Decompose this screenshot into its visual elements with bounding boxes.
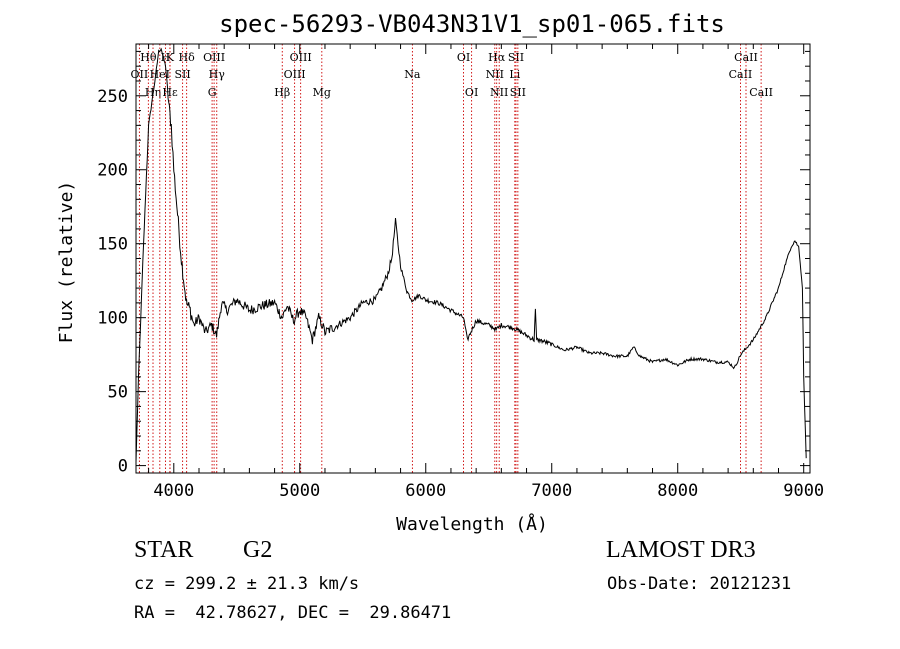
line-marker-label: SII — [510, 86, 526, 99]
line-marker-label: Na — [404, 68, 421, 81]
line-marker-label: Hδ — [179, 51, 196, 64]
object-class: STAR — [134, 537, 194, 563]
y-axis-label: Flux (relative) — [56, 181, 77, 344]
line-marker-label: Mg — [313, 86, 331, 99]
x-axis-label: Wavelength (Å) — [396, 513, 548, 535]
line-marker-label: HeI — [150, 68, 170, 81]
x-tick-label: 4000 — [153, 481, 194, 501]
spectrum-series — [135, 47, 807, 463]
axis-ticks: 4000 5000 6000 7000 8000 9000 0 50 100 150 200 250 — [97, 44, 824, 501]
line-marker-label: OIII — [290, 51, 312, 64]
line-marker-label: CaII — [749, 86, 773, 99]
line-marker-label: NII — [486, 68, 504, 81]
line-marker-label: Hβ — [274, 86, 290, 99]
redshift-text: cz = 299.2 ± 21.3 km/s — [134, 574, 360, 594]
y-tick-label: 100 — [97, 309, 128, 329]
line-marker-label: CaII — [734, 51, 758, 64]
line-marker-label: Hα — [488, 51, 506, 64]
line-marker-label: Hθ — [140, 51, 157, 64]
obs-date: Obs-Date: 20121231 — [607, 574, 792, 594]
x-tick-label: 9000 — [783, 481, 824, 501]
line-marker-label: Hε — [162, 86, 178, 99]
line-marker-label: SII — [508, 51, 524, 64]
line-marker-label: OIII — [284, 68, 306, 81]
y-tick-label: 250 — [97, 87, 128, 107]
line-marker-label: OIII — [203, 51, 225, 64]
line-marker-label: OI — [465, 86, 478, 99]
radec-text: RA = 42.78627, DEC = 29.86471 — [134, 603, 452, 623]
y-tick-label: 150 — [97, 235, 128, 255]
plot-frame — [135, 43, 811, 474]
x-tick-label: 7000 — [531, 481, 572, 501]
x-tick-label: 5000 — [279, 481, 320, 501]
line-marker-label: Li — [509, 68, 520, 81]
line-marker-label: H — [161, 51, 171, 64]
x-tick-label: 6000 — [405, 481, 446, 501]
x-tick-label: 8000 — [657, 481, 698, 501]
chart-title: spec-56293-VB043N31V1_sp01-065.fits — [219, 10, 725, 38]
object-subclass: G2 — [243, 537, 273, 563]
line-marker-label: NII — [490, 86, 508, 99]
line-marker-label: K — [166, 51, 175, 64]
line-marker-label: Hγ — [209, 68, 226, 81]
line-marker-label: G — [208, 86, 217, 99]
y-tick-label: 50 — [108, 383, 128, 403]
survey-name: LAMOST DR3 — [606, 537, 756, 563]
line-marker-label: OII — [131, 68, 149, 81]
spectrum-line — [135, 47, 807, 463]
y-tick-label: 0 — [118, 457, 128, 477]
y-tick-label: 200 — [97, 161, 128, 181]
line-marker-label: SII — [174, 68, 190, 81]
line-marker-label: CaII — [729, 68, 753, 81]
line-marker-label: OI — [457, 51, 470, 64]
